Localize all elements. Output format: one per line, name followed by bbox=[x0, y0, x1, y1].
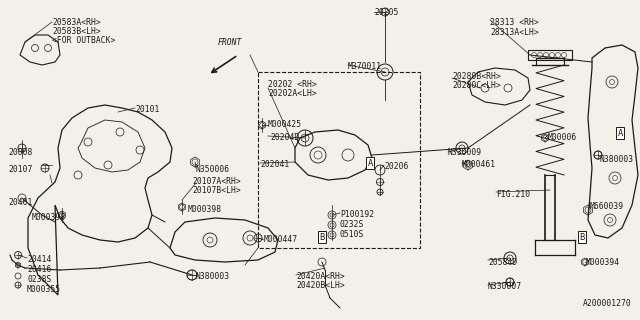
Text: B: B bbox=[579, 233, 584, 242]
Text: 20101: 20101 bbox=[135, 105, 159, 114]
Text: M000447: M000447 bbox=[264, 235, 298, 244]
Text: M000398: M000398 bbox=[32, 213, 66, 222]
Text: FRONT: FRONT bbox=[218, 38, 243, 47]
Bar bbox=[528, 50, 572, 60]
Text: A200001270: A200001270 bbox=[583, 299, 632, 308]
Text: 20107B<LH>: 20107B<LH> bbox=[192, 186, 241, 195]
Text: M000355: M000355 bbox=[27, 285, 61, 294]
Text: 20008: 20008 bbox=[8, 148, 33, 157]
Text: 20401: 20401 bbox=[8, 198, 33, 207]
Text: 20202A<LH>: 20202A<LH> bbox=[268, 89, 317, 98]
Text: M660039: M660039 bbox=[590, 202, 624, 211]
Text: M000425: M000425 bbox=[268, 120, 302, 129]
Text: M000394: M000394 bbox=[586, 258, 620, 267]
Text: A: A bbox=[618, 129, 623, 138]
Text: 20583A<RH>: 20583A<RH> bbox=[52, 18, 100, 27]
Text: N380003: N380003 bbox=[196, 272, 230, 281]
Text: 20202 <RH>: 20202 <RH> bbox=[268, 80, 317, 89]
Text: M00006: M00006 bbox=[548, 133, 577, 142]
Text: N330009: N330009 bbox=[448, 148, 482, 157]
Text: FIG.210: FIG.210 bbox=[496, 190, 530, 199]
Text: 20414: 20414 bbox=[27, 255, 51, 264]
Text: 202041: 202041 bbox=[260, 160, 289, 169]
Text: 20583B<LH>: 20583B<LH> bbox=[52, 27, 100, 36]
Text: N380003: N380003 bbox=[600, 155, 634, 164]
Text: 20280C<LH>: 20280C<LH> bbox=[452, 81, 500, 90]
Text: 28313A<LH>: 28313A<LH> bbox=[490, 28, 539, 37]
Text: 0238S: 0238S bbox=[27, 275, 51, 284]
Text: 20584D: 20584D bbox=[488, 258, 517, 267]
Text: 20416: 20416 bbox=[27, 265, 51, 274]
Text: A: A bbox=[367, 158, 372, 167]
Text: 20420A<RH>: 20420A<RH> bbox=[296, 272, 345, 281]
Text: B: B bbox=[319, 233, 324, 242]
Text: N350006: N350006 bbox=[196, 165, 230, 174]
Text: N330007: N330007 bbox=[488, 282, 522, 291]
Text: 20206: 20206 bbox=[384, 162, 408, 171]
Text: 20420B<LH>: 20420B<LH> bbox=[296, 281, 345, 290]
Text: 20204D: 20204D bbox=[270, 133, 300, 142]
Text: M000398: M000398 bbox=[188, 205, 222, 214]
Text: 0232S: 0232S bbox=[340, 220, 364, 229]
Text: 28313 <RH>: 28313 <RH> bbox=[490, 18, 539, 27]
Text: <FOR OUTBACK>: <FOR OUTBACK> bbox=[52, 36, 115, 45]
Text: M370011: M370011 bbox=[348, 62, 382, 71]
Text: 20280B<RH>: 20280B<RH> bbox=[452, 72, 500, 81]
Text: 0510S: 0510S bbox=[340, 230, 364, 239]
Bar bbox=[258, 72, 420, 248]
Text: P100192: P100192 bbox=[340, 210, 374, 219]
Text: 20107A<RH>: 20107A<RH> bbox=[192, 177, 241, 186]
Text: 20107: 20107 bbox=[8, 165, 33, 174]
Text: M000461: M000461 bbox=[462, 160, 496, 169]
Text: 20205: 20205 bbox=[374, 8, 398, 17]
